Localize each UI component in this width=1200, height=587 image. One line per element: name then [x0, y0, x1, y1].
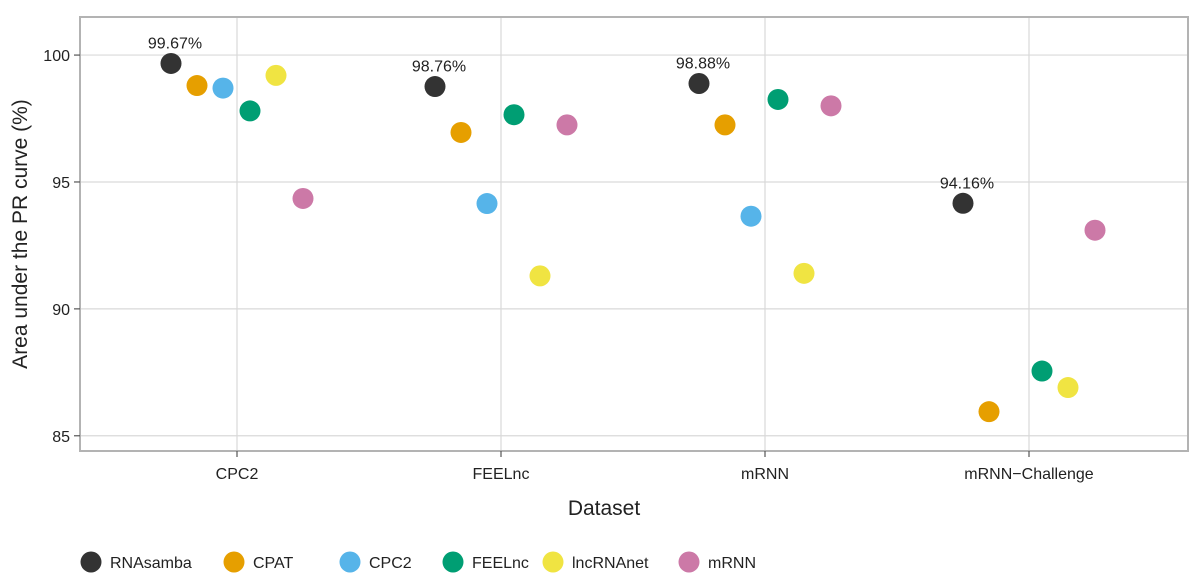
- point-cpc2: [476, 193, 498, 215]
- plot-panel-border: [79, 16, 1189, 452]
- legend-swatch: [442, 551, 464, 573]
- x-tick-label: CPC2: [216, 466, 259, 483]
- data-label: 99.67%: [148, 35, 202, 52]
- legend-label: CPC2: [369, 555, 412, 572]
- legend-label: CPAT: [253, 555, 294, 572]
- y-axis-title: Area under the PR curve (%): [9, 99, 32, 369]
- legend-item-mrnn: mRNN: [678, 551, 756, 573]
- legend-item-feelnc: FEELnc: [442, 551, 529, 573]
- y-tick-label: 100: [43, 48, 70, 65]
- grid: [80, 17, 1188, 451]
- point-cpat: [714, 114, 736, 136]
- point-cpat: [978, 401, 1000, 423]
- legend-item-cpat: CPAT: [223, 551, 294, 573]
- legend-label: lncRNAnet: [572, 555, 649, 572]
- legend-label: mRNN: [708, 555, 756, 572]
- point-mrnn: [1084, 219, 1106, 241]
- point-mrnn: [292, 187, 314, 209]
- point-lncrnanet: [529, 265, 551, 287]
- data-label: 94.16%: [940, 175, 994, 192]
- x-tick-label: FEELnc: [473, 466, 530, 483]
- x-tick-label: mRNN: [741, 466, 789, 483]
- data-label: 98.88%: [676, 55, 730, 72]
- legend-item-lncrnanet: lncRNAnet: [542, 551, 649, 573]
- point-lncrnanet: [793, 262, 815, 284]
- legend-swatch: [80, 551, 102, 573]
- legend-label: FEELnc: [472, 555, 529, 572]
- data-label: 98.76%: [412, 59, 466, 76]
- legend: RNAsamba CPAT CPC2 FEELnc lncRNAnet mRNN: [80, 551, 756, 573]
- point-feelnc: [1031, 360, 1053, 382]
- point-rnasamba: [952, 192, 974, 214]
- point-rnasamba: [688, 72, 710, 94]
- point-feelnc: [767, 88, 789, 110]
- point-lncrnanet: [265, 64, 287, 86]
- y-tick-label: 95: [52, 175, 70, 192]
- point-rnasamba: [160, 52, 182, 74]
- point-lncrnanet: [1057, 377, 1079, 399]
- x-axis-title: Dataset: [568, 497, 641, 520]
- x-axis-ticks: CPC2 FEELnc mRNN mRNN−Challenge: [216, 451, 1094, 483]
- legend-swatch: [678, 551, 700, 573]
- legend-label: RNAsamba: [110, 555, 192, 572]
- point-cpat: [450, 121, 472, 143]
- x-tick-label: mRNN−Challenge: [964, 466, 1093, 483]
- y-axis-ticks: 85 90 95 100: [43, 48, 80, 446]
- point-cpc2: [212, 77, 234, 99]
- y-tick-label: 90: [52, 302, 70, 319]
- point-cpat: [186, 75, 208, 97]
- legend-swatch: [223, 551, 245, 573]
- point-rnasamba: [424, 76, 446, 98]
- data-points: [160, 52, 1106, 423]
- legend-item-cpc2: CPC2: [339, 551, 412, 573]
- point-mrnn: [556, 114, 578, 136]
- point-cpc2: [740, 205, 762, 227]
- point-feelnc: [503, 104, 525, 126]
- y-tick-label: 85: [52, 429, 70, 446]
- legend-item-rnasamba: RNAsamba: [80, 551, 192, 573]
- point-feelnc: [239, 100, 261, 122]
- legend-swatch: [339, 551, 361, 573]
- point-mrnn: [820, 95, 842, 117]
- legend-swatch: [542, 551, 564, 573]
- data-labels: 99.67% 98.76% 98.88% 94.16%: [148, 35, 994, 192]
